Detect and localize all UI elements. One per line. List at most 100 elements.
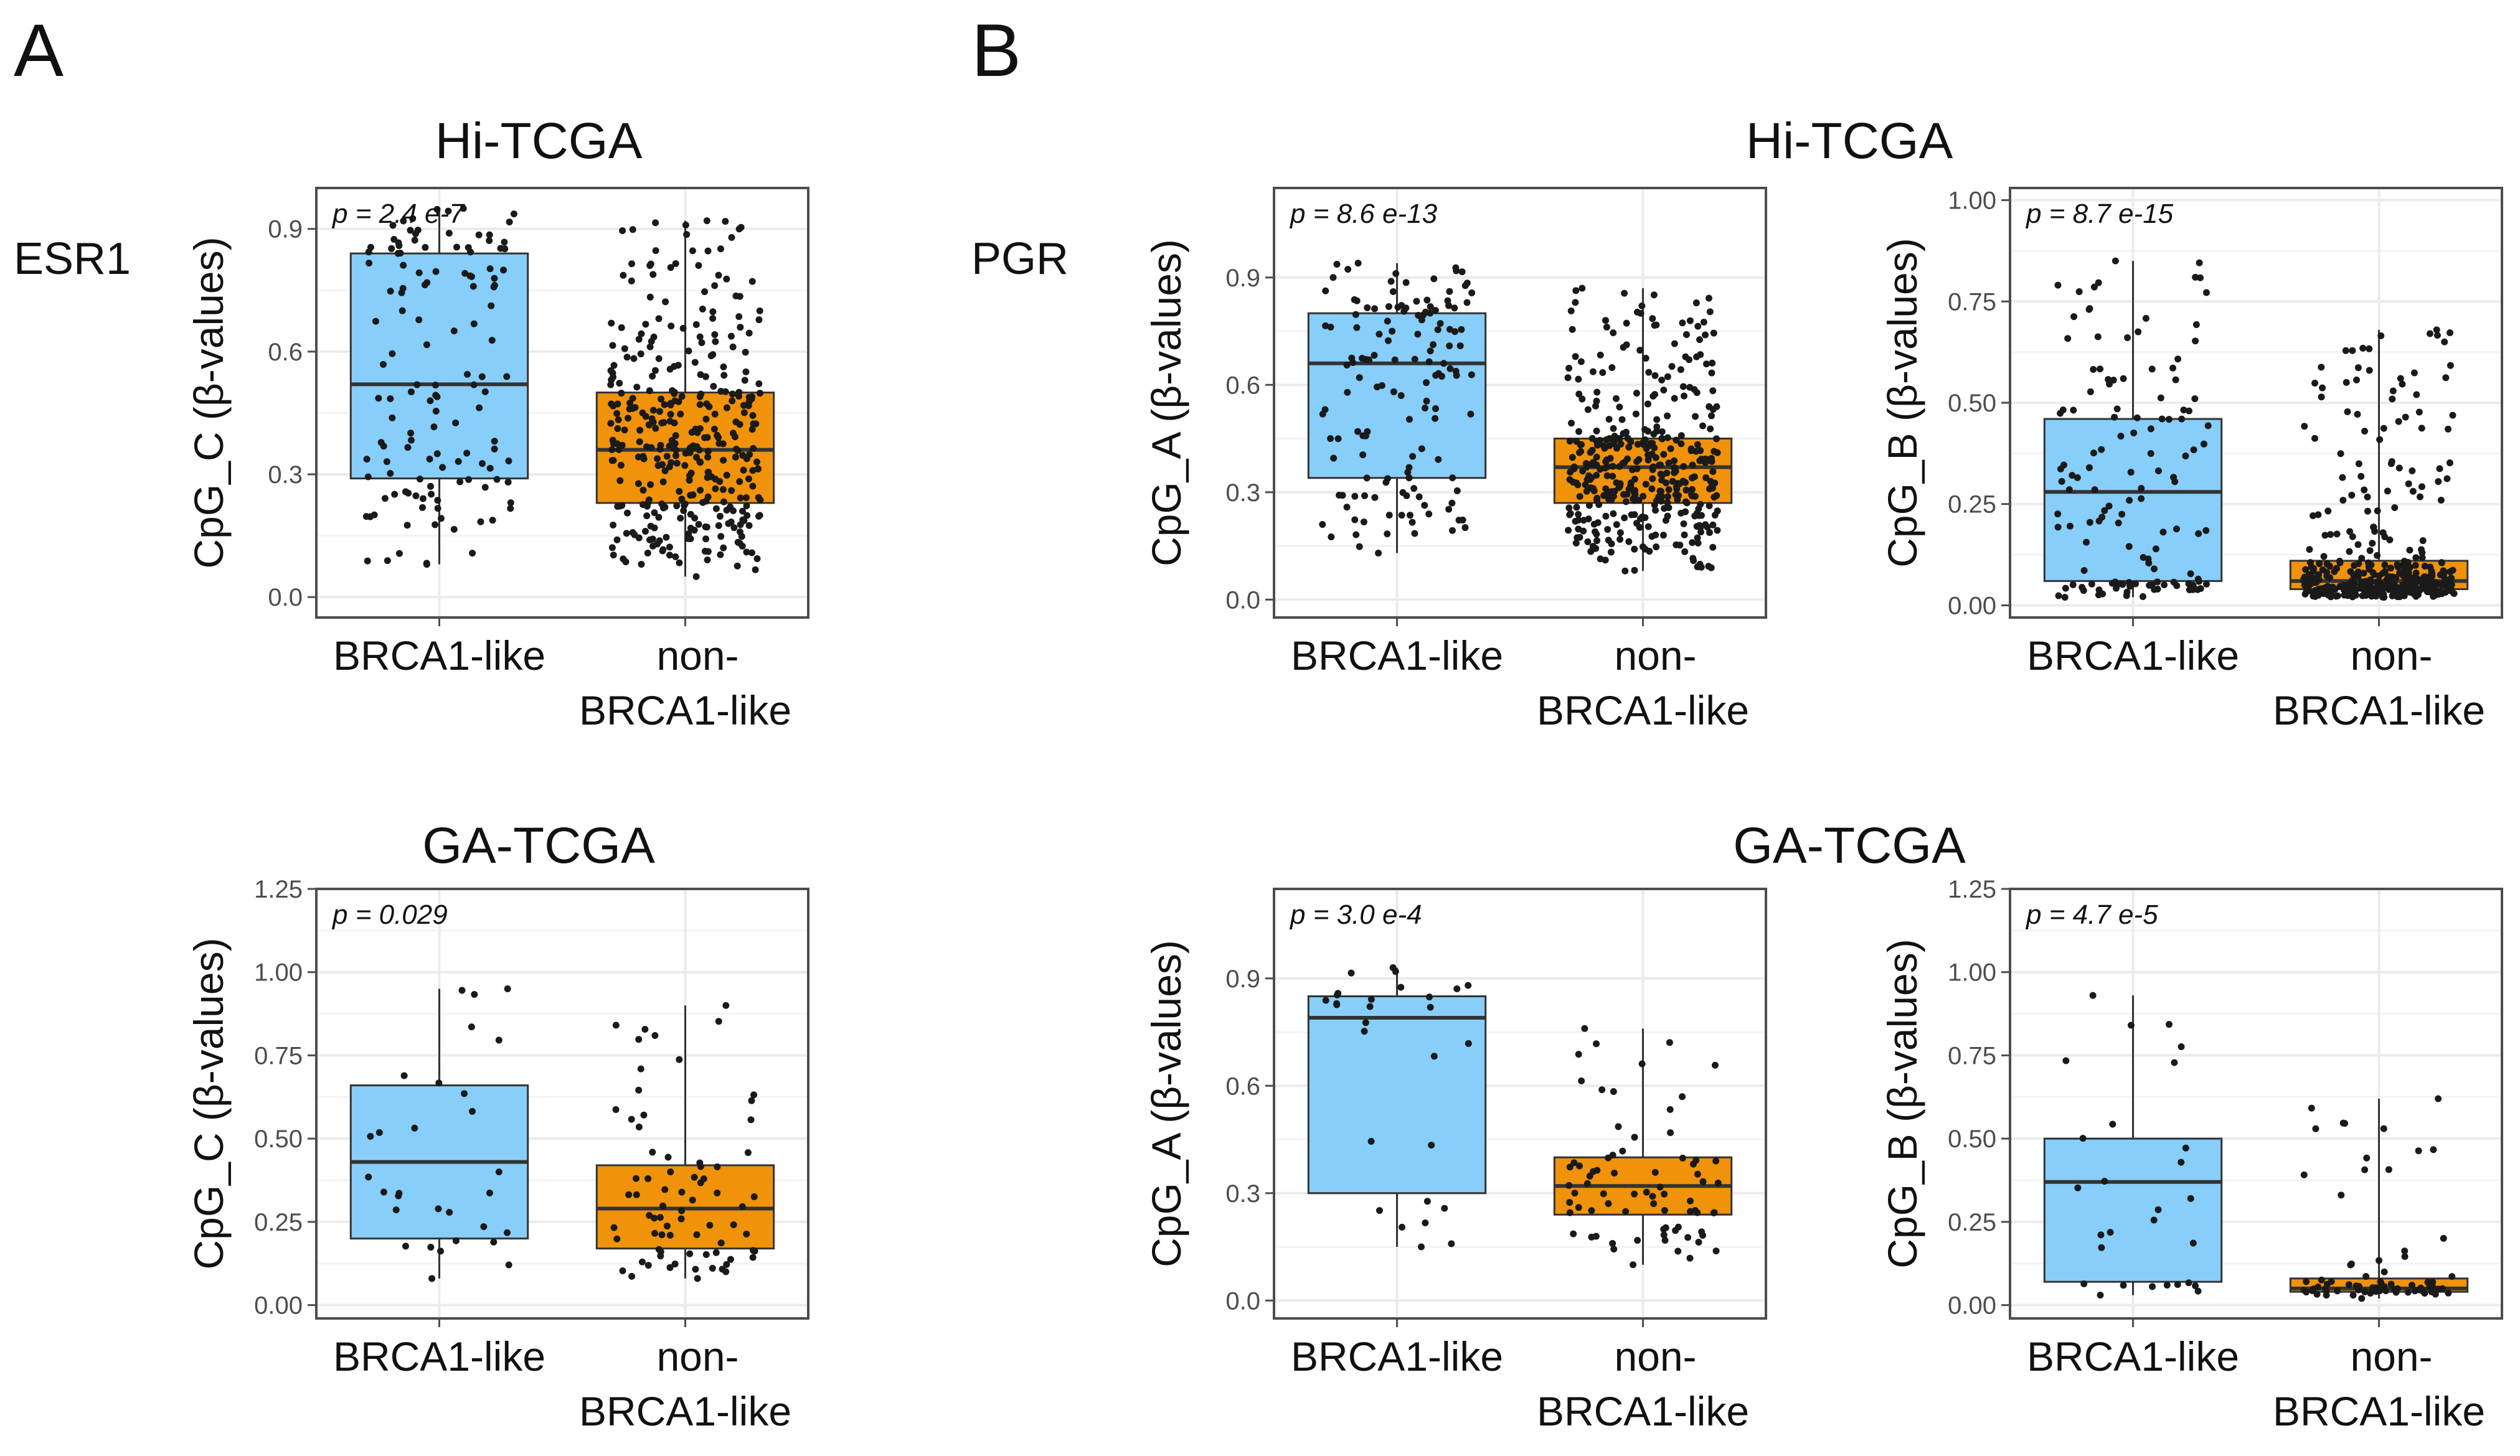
data-point	[720, 456, 727, 464]
data-point	[1656, 1183, 1664, 1191]
data-point	[1658, 428, 1666, 436]
y-tick-label: 0.6	[1225, 1073, 1260, 1100]
data-point	[1593, 537, 1601, 545]
data-point	[2101, 507, 2108, 514]
data-point	[1674, 480, 1681, 487]
data-point	[662, 298, 669, 306]
data-point	[1666, 1106, 1674, 1113]
data-point	[1647, 439, 1654, 447]
data-point	[2342, 583, 2349, 590]
data-point	[2354, 364, 2362, 372]
data-point	[2359, 344, 2367, 352]
data-point	[1679, 477, 1687, 485]
data-point	[2366, 547, 2374, 555]
data-point	[1389, 288, 1397, 296]
data-point	[2070, 313, 2078, 321]
points-non-brca1-like	[1565, 1025, 1722, 1269]
data-point	[1584, 406, 1592, 413]
data-point	[1666, 1039, 1673, 1046]
data-point	[2395, 464, 2403, 472]
data-point	[2097, 1292, 2104, 1299]
data-point	[659, 504, 667, 512]
data-point	[2445, 1289, 2452, 1297]
data-point	[468, 1107, 476, 1115]
data-point	[2415, 1147, 2422, 1155]
data-point	[625, 1191, 633, 1198]
data-point	[2154, 585, 2161, 593]
data-point	[1695, 1238, 1702, 1246]
data-point	[739, 451, 747, 459]
data-point	[1627, 484, 1635, 492]
data-point	[2338, 1191, 2345, 1199]
data-point	[2401, 1252, 2409, 1260]
data-point	[2435, 478, 2442, 486]
data-point	[664, 1153, 672, 1161]
y-tick-label: 0.9	[268, 216, 303, 243]
data-point	[1599, 369, 1607, 377]
x-category-label: BRCA1-like	[2273, 687, 2485, 733]
data-point	[2361, 1288, 2369, 1295]
data-point	[1449, 527, 1456, 534]
data-point	[1446, 342, 1453, 350]
data-point	[693, 1231, 701, 1239]
boxplot-6: 0.00 0.25 0.50 0.75 1.00 1.25 p = 4.7 e-5 CpG_B…	[1879, 876, 2503, 1434]
data-point	[628, 1115, 635, 1123]
data-point	[608, 319, 615, 327]
data-point	[1693, 389, 1701, 397]
data-point	[749, 482, 757, 490]
data-point	[1682, 353, 1689, 360]
data-point	[720, 498, 727, 505]
data-point	[1356, 374, 1363, 382]
data-point	[460, 205, 467, 212]
data-point	[654, 455, 661, 463]
data-point	[501, 245, 509, 253]
data-point	[1603, 436, 1610, 443]
data-point	[1426, 993, 1433, 1001]
data-point	[2187, 570, 2194, 578]
data-point	[1415, 493, 1423, 500]
data-point	[1674, 1223, 1682, 1231]
data-point	[1711, 494, 1718, 501]
data-point	[1378, 382, 1385, 389]
data-point	[681, 462, 689, 469]
data-point	[740, 402, 747, 409]
data-point	[1409, 453, 1417, 460]
data-point	[1427, 347, 1434, 355]
y-tick-label: 0.50	[1948, 390, 1996, 417]
data-point	[1593, 494, 1601, 502]
data-point	[1362, 1019, 1369, 1026]
data-point	[389, 222, 397, 229]
data-point	[2191, 395, 2199, 403]
data-point	[1398, 512, 1405, 519]
data-point	[610, 552, 617, 559]
data-point	[2449, 411, 2456, 419]
data-point	[488, 337, 496, 344]
data-point	[2195, 578, 2202, 585]
data-point	[1366, 1003, 1374, 1010]
data-point	[644, 1175, 652, 1182]
data-point	[2074, 474, 2081, 481]
data-point	[1610, 425, 1617, 432]
data-point	[2057, 465, 2064, 472]
data-point	[702, 535, 710, 543]
data-point	[2105, 502, 2113, 510]
data-point	[739, 542, 746, 550]
data-point	[1707, 564, 1715, 571]
x-category-label: BRCA1-like	[1537, 687, 1749, 733]
data-point	[432, 268, 440, 275]
data-point	[711, 410, 719, 418]
data-point	[1708, 482, 1715, 490]
data-point	[1610, 1088, 1617, 1096]
data-point	[446, 1208, 453, 1216]
data-point	[1597, 351, 1604, 359]
data-point	[458, 987, 466, 994]
data-point	[615, 416, 622, 423]
data-point	[732, 453, 739, 461]
data-point	[672, 260, 679, 267]
data-point	[2415, 1286, 2423, 1294]
data-point	[1463, 279, 1471, 287]
data-point	[503, 1229, 511, 1236]
data-point	[732, 292, 740, 299]
points-non-brca1-like	[607, 217, 764, 580]
data-point	[618, 502, 626, 509]
